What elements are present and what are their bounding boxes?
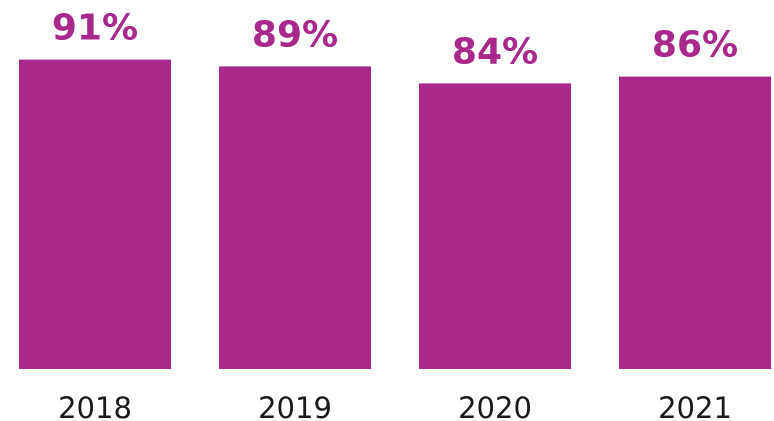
bar-2020 (419, 83, 571, 370)
category-label-2019: 2019 (258, 391, 332, 421)
bars-group (19, 59, 771, 370)
bar-2021 (619, 76, 771, 369)
category-label-2020: 2020 (458, 391, 532, 421)
value-label-2019: 89% (252, 14, 338, 55)
category-label-2021: 2021 (658, 391, 732, 421)
value-label-2018: 91% (52, 8, 138, 49)
value-label-2021: 86% (652, 25, 738, 66)
value-label-2020: 84% (452, 31, 538, 72)
bar-2018 (19, 59, 171, 369)
bar-2019 (219, 66, 371, 370)
value-labels-group: 91% 89% 84% 86% (52, 8, 738, 73)
category-label-2018: 2018 (58, 391, 132, 421)
category-labels-group: 2018 2019 2020 2021 (58, 391, 732, 421)
